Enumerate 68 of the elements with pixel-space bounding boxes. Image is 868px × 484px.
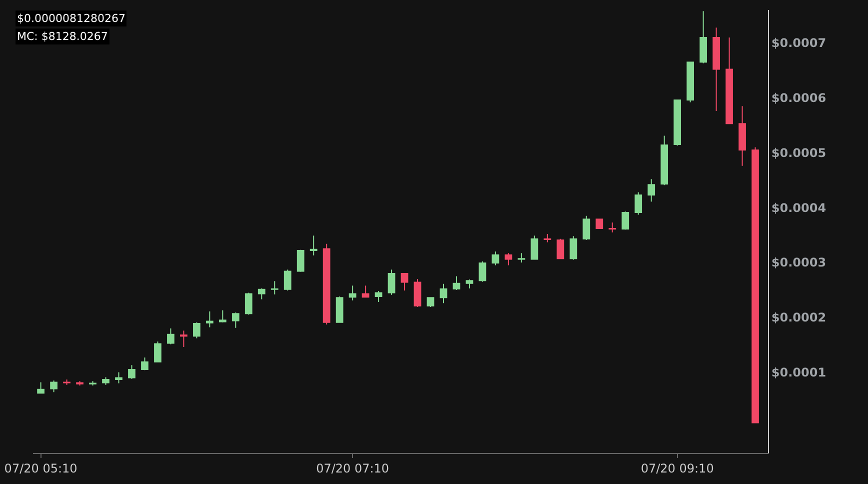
candlestick xyxy=(89,380,96,386)
candlestick xyxy=(700,10,707,64)
candlestick xyxy=(452,276,460,290)
candlestick xyxy=(374,290,382,303)
candlestick xyxy=(50,380,58,393)
candlestick xyxy=(712,27,720,112)
candlestick xyxy=(102,376,110,386)
candlestick xyxy=(414,278,422,308)
candlestick xyxy=(492,251,500,266)
candlestick xyxy=(738,106,746,166)
candlestick xyxy=(570,236,578,260)
candlestick xyxy=(322,243,330,326)
candlestick xyxy=(426,297,434,308)
candlestick xyxy=(258,288,266,300)
y-tick-label: $0.0001 xyxy=(771,366,826,380)
candlestick xyxy=(726,36,733,124)
candlestick xyxy=(141,356,148,371)
candlestick xyxy=(686,61,694,103)
candlestick xyxy=(544,233,552,243)
candlestick xyxy=(167,328,174,345)
candlestick xyxy=(388,269,396,296)
candlestick xyxy=(608,222,616,233)
y-tick-label: $0.0003 xyxy=(771,256,826,270)
candlestick xyxy=(596,218,604,230)
candlestick xyxy=(63,378,70,386)
candlestick xyxy=(752,146,759,424)
candlestick xyxy=(244,292,252,316)
candlestick xyxy=(206,310,214,328)
candlestick xyxy=(648,178,656,202)
x-tick-label: 07/20 09:10 xyxy=(640,461,714,476)
candlestick xyxy=(180,330,188,348)
candlestick xyxy=(622,210,630,230)
candlestick xyxy=(440,283,448,304)
candlestick xyxy=(674,100,682,146)
candlestick xyxy=(582,215,590,241)
candlestick xyxy=(400,272,408,292)
y-tick-label: $0.0002 xyxy=(771,310,826,325)
x-tick-label: 07/20 05:10 xyxy=(4,461,78,476)
candlestick xyxy=(310,235,318,256)
candlestick xyxy=(478,260,486,282)
candlestick xyxy=(218,310,226,323)
candlestick xyxy=(660,135,668,186)
y-tick-label: $0.0005 xyxy=(771,146,826,160)
candlestick xyxy=(76,380,84,386)
candlestick xyxy=(518,252,526,264)
candlestick xyxy=(128,364,136,380)
annotation: $0.0000081280267 xyxy=(17,12,126,25)
y-tick-label: $0.0006 xyxy=(771,91,826,106)
candlestick xyxy=(634,192,642,216)
y-tick-label: $0.0007 xyxy=(771,36,826,50)
candlestick xyxy=(232,312,240,328)
candlestick xyxy=(362,285,370,298)
candlestick xyxy=(530,235,538,260)
candlestick xyxy=(296,249,304,272)
candlestick xyxy=(466,279,474,289)
candlestick xyxy=(115,372,122,384)
x-tick-label: 07/20 07:10 xyxy=(316,461,390,476)
candlestick xyxy=(556,238,564,260)
candlestick xyxy=(336,296,344,324)
annotation: MC: $8128.0267 xyxy=(17,30,108,43)
candlestick xyxy=(154,341,162,363)
candlestick xyxy=(270,280,278,295)
y-tick-label: $0.0004 xyxy=(771,200,826,215)
candlestick xyxy=(348,285,356,301)
candlestick xyxy=(193,322,200,339)
candlestick xyxy=(284,269,292,292)
candlestick xyxy=(37,382,44,394)
candlestick xyxy=(504,252,512,266)
